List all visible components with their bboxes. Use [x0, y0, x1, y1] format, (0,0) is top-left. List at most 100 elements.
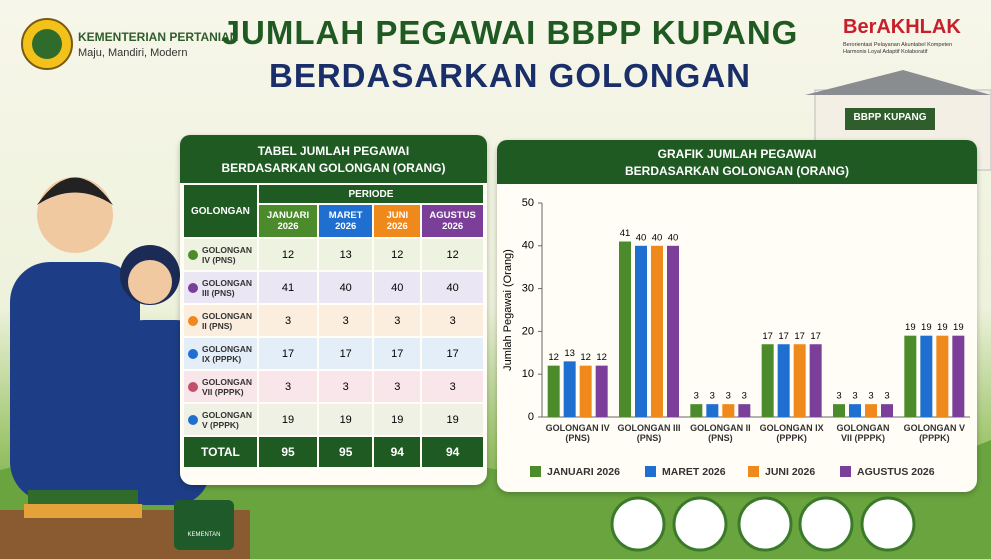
- legend-swatch: [840, 466, 851, 477]
- bar: [761, 344, 774, 417]
- table-cell: 17: [446, 347, 459, 360]
- table-cell: 40: [339, 281, 352, 294]
- y-tick-label: 10: [522, 368, 534, 380]
- header-cell: JANUARI 2026: [258, 205, 318, 237]
- bar: [579, 365, 592, 417]
- table-cell: 17: [391, 347, 404, 360]
- table-cell: 3: [449, 380, 456, 393]
- x-tick-label: GOLONGAN IV (PNS): [545, 423, 610, 443]
- x-tick-label: GOLONGAN IX (PPPK): [759, 423, 824, 443]
- data-label: 19: [921, 322, 932, 333]
- table-cell: 3: [284, 314, 292, 327]
- data-label: 12: [580, 352, 591, 363]
- table-cell: 17: [281, 347, 295, 360]
- data-label: 19: [905, 322, 916, 333]
- building-sign-text: BBPP KUPANG: [853, 112, 927, 123]
- table-cell: 19: [281, 413, 295, 426]
- bar: [793, 344, 806, 417]
- bar: [738, 404, 751, 417]
- data-label: 13: [564, 348, 575, 359]
- brand: BerAKHLAK: [843, 16, 961, 38]
- row-label: GOLONGAN VII (PPPK): [184, 371, 257, 402]
- mug-text: KEMENTAN: [187, 532, 221, 538]
- table-title-line: BERDASARKAN GOLONGAN (ORANG): [221, 161, 446, 175]
- table-cell: 19: [339, 413, 352, 426]
- bar: [833, 404, 845, 417]
- total-cell: 95: [281, 445, 295, 459]
- table: GOLONGAN PERIODE JANUARI 2026 MARET 2026 JUN…: [182, 183, 485, 469]
- y-tick-label: 50: [522, 197, 534, 209]
- table-panel: TABEL JUMLAH PEGAWAI BERDASARKAN GOLONGA…: [180, 135, 487, 485]
- legend-label: MARET 2026: [662, 466, 726, 478]
- title-line: JUMLAH PEGAWAI BBPP KUPANG: [221, 14, 799, 51]
- table-row: GOLONGAN III (PNS) 41 40 40 40: [184, 272, 483, 303]
- row-icon: [188, 283, 198, 293]
- data-label: 3: [884, 391, 889, 402]
- y-tick-label: 0: [528, 411, 534, 423]
- title-line: BERDASARKAN GOLONGAN: [269, 57, 751, 94]
- legend-swatch: [645, 466, 656, 477]
- brand-tagline: Harmonis Loyal Adaptif Kolaboratif: [843, 49, 928, 55]
- header-cell: GOLONGAN: [184, 185, 257, 237]
- data-label: 3: [710, 391, 715, 402]
- icons: [610, 496, 916, 552]
- book: [24, 504, 142, 518]
- row-label: GOLONGAN II (PNS): [184, 305, 257, 336]
- table-row: GOLONGAN IX (PPPK) 17 17 17 17: [184, 338, 483, 369]
- bar: [619, 241, 631, 417]
- bar: [667, 245, 679, 417]
- y-axis-label: Jumlah Pegawai (Orang): [502, 249, 514, 371]
- bar: [547, 365, 560, 417]
- data-label: 17: [762, 331, 773, 342]
- bar: [777, 344, 790, 417]
- bar: [722, 404, 735, 417]
- data-label: 12: [596, 352, 607, 363]
- chart-title-line: BERDASARKAN GOLONGAN (ORANG): [625, 164, 849, 178]
- mug: [174, 500, 234, 550]
- bar: [563, 361, 576, 417]
- table-cell: 17: [339, 347, 352, 360]
- ministry-name: KEMENTERIAN PERTANIAN: [78, 30, 239, 44]
- legend-swatch: [748, 466, 759, 477]
- total-cell: TOTAL: [201, 445, 240, 459]
- bar: [865, 404, 877, 417]
- data-label: 3: [694, 391, 699, 402]
- legend-label: JANUARI 2026: [547, 466, 620, 478]
- table-cell: 3: [449, 314, 456, 327]
- row-label: GOLONGAN IX (PPPK): [184, 338, 257, 369]
- bar: [849, 404, 861, 417]
- data-label: 3: [726, 391, 731, 402]
- x-tick-label: GOLONGAN III (PNS): [617, 423, 681, 443]
- total-row: TOTAL 95 95 94 94: [184, 437, 483, 467]
- row-icon: [188, 316, 198, 326]
- table-cell: 40: [391, 281, 404, 294]
- table-cell: 12: [446, 248, 459, 261]
- row-icon: [188, 349, 198, 359]
- table-row: GOLONGAN V (PPPK) 19 19 19 19: [184, 404, 483, 435]
- x-tick-label: GOLONGAN II (PNS): [690, 423, 751, 443]
- table-title: TABEL JUMLAH PEGAWAI BERDASARKAN GOLONGA…: [180, 135, 487, 183]
- ministry-logo-inner: [32, 29, 62, 59]
- chart-title: GRAFIK JUMLAH PEGAWAI BERDASARKAN GOLONG…: [497, 140, 977, 184]
- table-cell: 12: [391, 248, 404, 261]
- data-label: 3: [836, 391, 841, 402]
- row-label: GOLONGAN III (PNS): [184, 272, 257, 303]
- bar: [706, 404, 719, 417]
- y-tick-label: 40: [522, 240, 534, 252]
- bar: [635, 245, 647, 417]
- x-tick-label: GOLONGAN VII (PPPK): [836, 423, 890, 443]
- data-label: 17: [810, 331, 821, 342]
- data-label: 40: [668, 232, 679, 243]
- chart-panel: GRAFIK JUMLAH PEGAWAI BERDASARKAN GOLONG…: [497, 140, 977, 492]
- y-tick-label: 30: [522, 283, 534, 295]
- table-cell: 3: [342, 380, 349, 393]
- data-label: 40: [652, 232, 663, 243]
- legend-label: JUNI 2026: [765, 466, 815, 478]
- table-cell: 3: [342, 314, 349, 327]
- header-row: JANUARI 2026 MARET 2026 JUNI 2026 AGUSTUS 2…: [184, 205, 483, 237]
- total-cell: 94: [445, 445, 460, 459]
- total-cell: 95: [339, 445, 353, 459]
- header-cell: JUNI 2026: [374, 205, 421, 237]
